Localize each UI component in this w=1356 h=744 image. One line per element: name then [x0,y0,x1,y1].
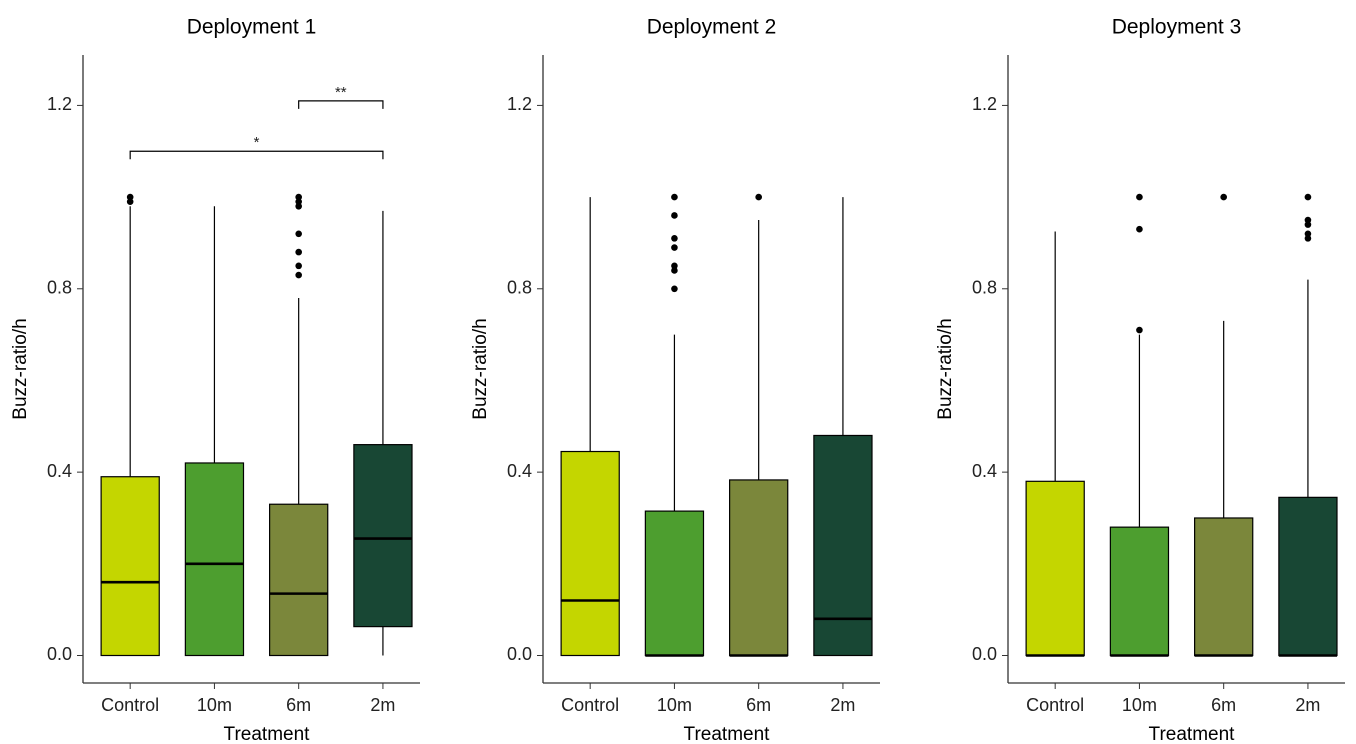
y-tick-label: 0.8 [972,278,997,298]
box [1025,480,1085,657]
outlier [295,202,302,210]
box [184,462,245,657]
outlier [671,244,678,251]
outlier [1136,326,1143,334]
outlier [671,285,678,293]
outlier [295,230,302,238]
x-tick-label: Control [1026,695,1084,715]
significance-label: ** [335,84,347,101]
y-tick-label: 1.2 [47,94,72,114]
outlier [1304,193,1312,201]
outlier [671,235,678,242]
x-tick-label: 10m [1122,695,1157,715]
x-tick-label: 6m [1211,695,1236,715]
significance-bracket [129,150,384,160]
y-axis-title: Buzz-ratio/h [10,318,31,419]
outlier [1220,193,1227,201]
box [353,444,413,628]
outlier [1304,221,1312,228]
y-tick-label: 0.0 [972,644,997,664]
outlier [1136,193,1143,201]
chart-title: Deployment 1 [187,16,317,39]
outlier [126,193,134,201]
box [100,476,160,657]
y-tick-label: 0.0 [507,644,532,664]
y-tick-label: 0.0 [47,644,72,664]
outlier [671,193,678,201]
y-tick-label: 1.2 [972,94,997,114]
box [729,479,789,657]
significance-bracket [298,100,384,109]
x-axis-title: Treatment [684,724,771,744]
outlier [671,212,678,219]
y-tick-label: 0.8 [47,278,72,298]
outlier [671,262,678,270]
x-tick-label: Control [101,695,159,715]
box [1109,526,1170,657]
outlier [1136,225,1143,233]
x-axis-title: Treatment [224,724,311,744]
outlier [1304,235,1312,242]
outlier [295,248,302,256]
outlier [295,271,302,279]
chart-title: Deployment 2 [647,16,777,39]
x-tick-label: Control [561,695,619,715]
box [269,503,329,657]
y-axis-title: Buzz-ratio/h [935,318,956,419]
outlier [295,262,302,270]
box [1194,517,1254,657]
outlier [126,198,134,205]
x-tick-label: 2m [1295,695,1320,715]
x-tick-label: 10m [197,695,232,715]
y-tick-label: 0.4 [47,461,72,481]
outlier [1304,216,1312,224]
significance-label: * [254,134,260,151]
x-tick-label: 10m [657,695,692,715]
outlier [1304,230,1312,238]
box [813,434,873,657]
y-tick-label: 0.4 [507,461,532,481]
x-axis-title: Treatment [1149,724,1236,744]
x-tick-label: 6m [746,695,771,715]
x-tick-label: 6m [286,695,311,715]
x-tick-label: 2m [830,695,855,715]
y-axis-title: Buzz-ratio/h [470,318,491,419]
outlier [295,193,302,201]
y-tick-label: 0.4 [972,461,997,481]
outlier [755,193,762,201]
outlier [295,198,302,205]
box [560,450,620,657]
box [644,510,705,657]
y-tick-label: 0.8 [507,278,532,298]
chart-title: Deployment 3 [1112,16,1242,39]
box [1278,496,1338,657]
outlier [671,267,678,274]
y-tick-label: 1.2 [507,94,532,114]
x-tick-label: 2m [370,695,395,715]
